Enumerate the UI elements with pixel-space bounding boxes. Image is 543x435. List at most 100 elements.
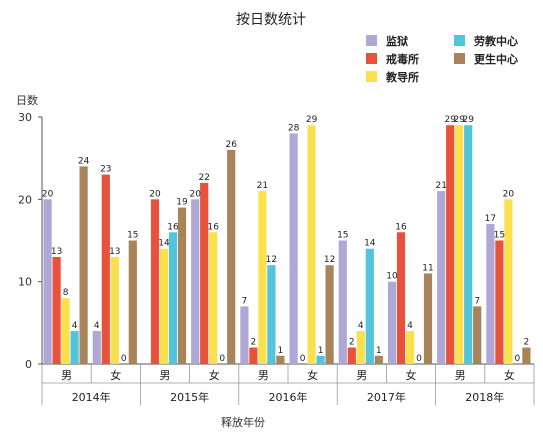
- bar-value-label: 15: [494, 231, 505, 241]
- chart-title: 按日数统计: [236, 12, 306, 28]
- bar: [209, 232, 218, 364]
- bar-value-label: 4: [72, 321, 78, 331]
- bar-value-label: 26: [225, 140, 237, 150]
- bar-value-label: 21: [435, 181, 446, 191]
- value-labels: 2013842442313015201416192022160267221121…: [42, 115, 529, 364]
- bar-value-label: 19: [176, 198, 188, 208]
- group-label: 2016年: [269, 390, 308, 404]
- subcategory-label: 女: [209, 368, 220, 382]
- bar: [464, 125, 473, 364]
- bar-value-label: 17: [485, 214, 496, 224]
- bar-value-label: 4: [358, 321, 364, 331]
- bar: [374, 355, 383, 364]
- bar-value-label: 0: [515, 354, 521, 364]
- y-tick-label: 0: [25, 358, 32, 371]
- bar-value-label: 20: [503, 189, 515, 199]
- bar-value-label: 29: [306, 115, 318, 125]
- subcategory-label: 女: [307, 368, 318, 382]
- bar-value-label: 4: [94, 321, 100, 331]
- bar: [316, 355, 325, 364]
- bar-value-label: 16: [167, 222, 179, 232]
- bar-value-label: 29: [462, 115, 474, 125]
- bars: [43, 125, 531, 364]
- bar: [79, 166, 88, 364]
- bar-value-label: 29: [453, 115, 465, 125]
- legend-label: 劳教中心: [474, 34, 518, 48]
- bar-value-label: 20: [189, 189, 201, 199]
- bar-value-label: 0: [121, 354, 127, 364]
- bar: [325, 265, 334, 364]
- bar: [168, 232, 178, 364]
- subcategory-label: 男: [356, 369, 367, 382]
- bar-value-label: 1: [318, 346, 324, 356]
- bar-value-label: 20: [149, 189, 161, 199]
- bar-value-label: 14: [364, 239, 376, 249]
- y-axis-label: 日数: [16, 94, 38, 107]
- bar-value-label: 4: [407, 321, 413, 331]
- bar-value-label: 13: [51, 247, 62, 257]
- bar: [455, 125, 464, 364]
- bar-value-label: 14: [158, 239, 170, 249]
- bar-value-label: 2: [251, 338, 257, 348]
- legend-swatch: [366, 53, 377, 64]
- bar: [276, 355, 285, 364]
- bar: [405, 331, 415, 364]
- legend-label: 教导所: [385, 70, 419, 84]
- bar: [110, 256, 119, 364]
- bar-value-label: 7: [474, 296, 480, 306]
- legend-label: 监狱: [386, 34, 408, 48]
- bar: [159, 248, 169, 364]
- bar-value-label: 13: [109, 247, 120, 257]
- legend-swatch: [366, 71, 377, 82]
- bar: [437, 191, 446, 364]
- bar-value-label: 16: [207, 222, 219, 232]
- bar-value-label: 10: [386, 272, 398, 282]
- bar: [128, 240, 137, 364]
- group-label: 2017年: [367, 390, 406, 404]
- bar: [347, 347, 356, 364]
- y-tick-label: 30: [18, 111, 32, 124]
- bar: [101, 174, 110, 364]
- bar-value-label: 2: [349, 338, 355, 348]
- legend-swatch: [366, 35, 377, 46]
- group-label: 2018年: [465, 390, 504, 404]
- bar: [396, 232, 406, 364]
- bar-value-label: 16: [395, 222, 407, 232]
- group-label: 2015年: [170, 390, 209, 404]
- bar: [43, 199, 52, 364]
- subcategory-label: 男: [61, 369, 72, 382]
- bar: [486, 224, 495, 364]
- bar-value-label: 29: [444, 115, 456, 125]
- bar: [70, 331, 79, 364]
- bar: [504, 199, 513, 364]
- x-categories: 男女2014年男 女2015年男 女2016年男 女2017年男 女2018年: [41, 364, 535, 405]
- bar: [365, 248, 374, 364]
- y-tick-label: 20: [18, 193, 32, 206]
- subcategory-label: 女: [504, 368, 515, 382]
- bar: [200, 182, 209, 364]
- bar-value-label: 22: [198, 173, 209, 183]
- bar-value-label: 20: [42, 189, 54, 199]
- bar-value-label: 21: [257, 181, 268, 191]
- subcategory-label: 女: [110, 368, 121, 382]
- bar-value-label: 7: [242, 296, 248, 306]
- bar: [267, 265, 276, 364]
- bar-value-label: 11: [422, 263, 433, 273]
- bar-value-label: 12: [266, 255, 277, 265]
- bar: [150, 199, 160, 364]
- bar-value-label: 1: [376, 346, 382, 356]
- bar: [338, 240, 347, 364]
- bar-value-label: 2: [524, 338, 530, 348]
- bar: [356, 331, 365, 364]
- y-tick-label: 10: [18, 276, 32, 289]
- subcategory-label: 男: [160, 369, 171, 382]
- legend-swatch: [454, 35, 465, 46]
- bar: [249, 347, 258, 364]
- bar-value-label: 8: [63, 288, 69, 298]
- bar-value-label: 15: [127, 231, 138, 241]
- bar: [307, 125, 316, 364]
- bar: [289, 133, 298, 364]
- bar: [61, 298, 70, 364]
